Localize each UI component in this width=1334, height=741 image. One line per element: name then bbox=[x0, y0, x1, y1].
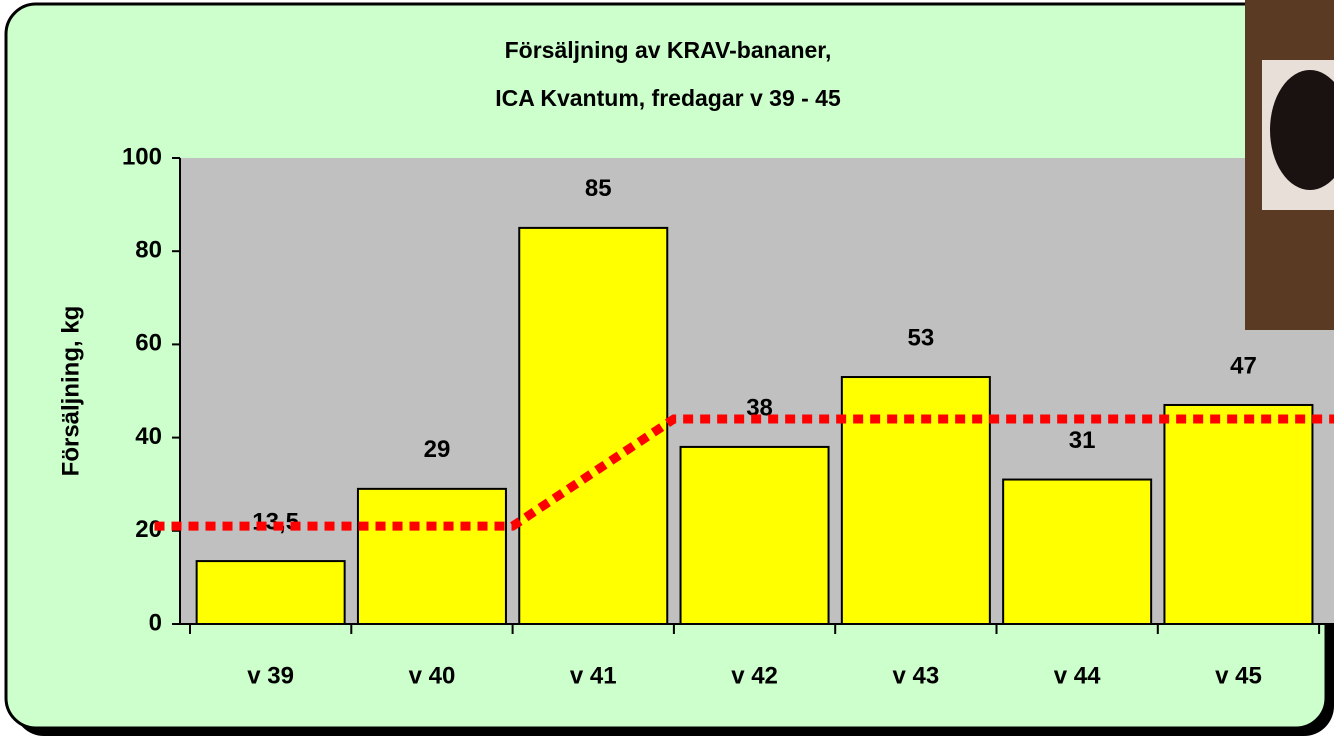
bar bbox=[842, 377, 990, 624]
data-label: 85 bbox=[585, 175, 612, 202]
y-tick-label: 0 bbox=[149, 609, 162, 636]
x-tick-label: v 42 bbox=[731, 662, 778, 689]
bar bbox=[197, 561, 345, 624]
bar bbox=[1003, 480, 1151, 624]
data-label: 31 bbox=[1069, 427, 1096, 454]
chart-title: ICA Kvantum, fredagar v 39 - 45 bbox=[495, 85, 841, 111]
bar bbox=[1164, 405, 1312, 624]
x-tick-label: v 41 bbox=[570, 662, 617, 689]
chart: Försäljning av KRAV-bananer, ICA Kvantum… bbox=[0, 0, 1334, 741]
data-label: 47 bbox=[1230, 352, 1257, 379]
x-tick-label: v 45 bbox=[1215, 662, 1262, 689]
x-tick-label: v 43 bbox=[892, 662, 939, 689]
x-tick-label: v 39 bbox=[247, 662, 294, 689]
x-tick-label: v 44 bbox=[1054, 662, 1101, 689]
y-axis-label: Försäljning, kg bbox=[57, 306, 84, 477]
data-label: 53 bbox=[907, 324, 934, 351]
bar bbox=[519, 228, 667, 624]
y-tick-label: 80 bbox=[135, 237, 162, 264]
data-label: 29 bbox=[424, 436, 451, 463]
y-tick-label: 60 bbox=[135, 330, 162, 357]
bar bbox=[681, 447, 829, 624]
y-tick-label: 40 bbox=[135, 423, 162, 450]
bar bbox=[358, 489, 506, 624]
chart-title: Försäljning av KRAV-bananer, bbox=[505, 37, 832, 63]
x-tick-label: v 40 bbox=[409, 662, 456, 689]
y-tick-label: 100 bbox=[122, 143, 162, 170]
